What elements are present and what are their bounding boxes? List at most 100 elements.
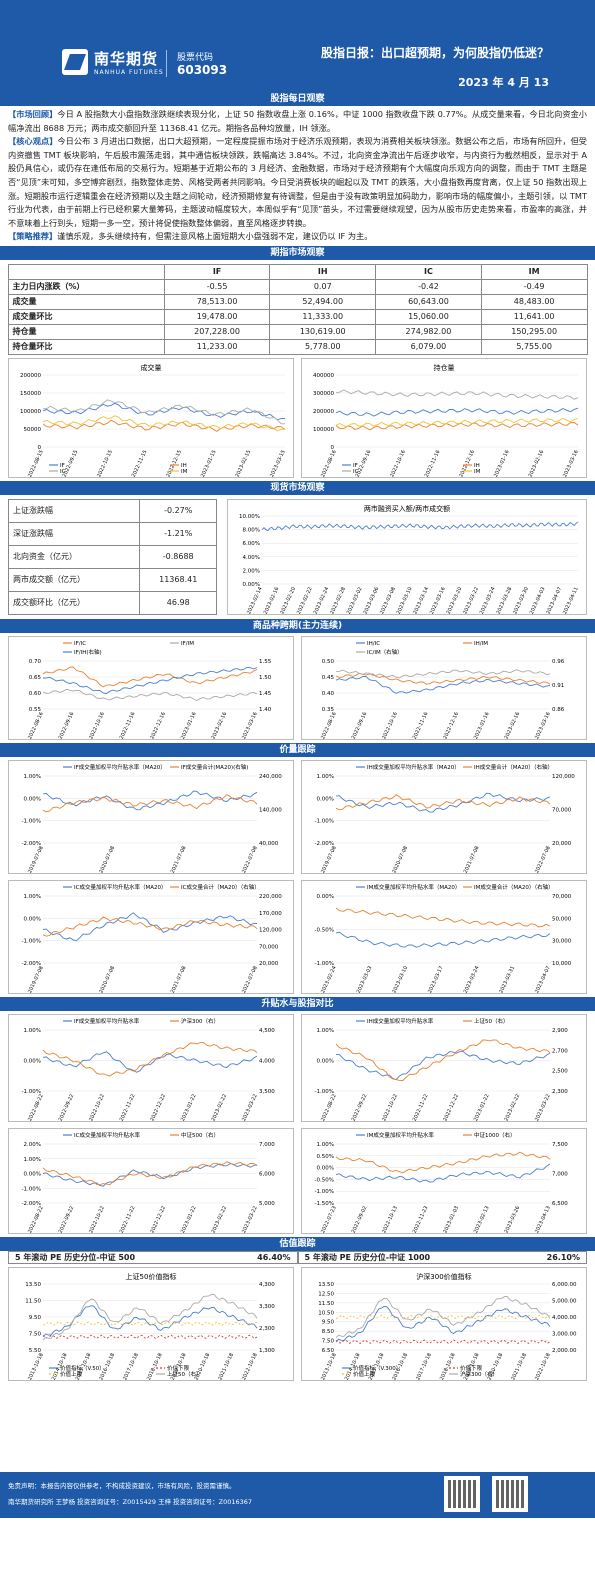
table-row: 持仓量环比 11,233.00 5,778.00 6,079.00 5,755.00: [7, 338, 588, 355]
report-title: 股指日报：出口超预期，为何股指仍低迷？: [320, 46, 549, 60]
chart-ratio-if: 0.55 0.60 0.65 0.70 1.40 1.45 1.50 1.55 2022-08-…: [8, 635, 294, 740]
series-line: [335, 675, 551, 694]
legend-label: IM成交量合计（MA20）（右轴）: [474, 883, 554, 891]
x-tick-label: 2023-02-22: [296, 586, 314, 614]
x-tick-label: 2023-03-08: [379, 586, 397, 614]
y-tick-label: 12.50: [318, 1291, 334, 1297]
analyst-info: 南华期货研究所 王梦杨 投资咨询证号：Z0015429 王梓 投资咨询证号：Z0…: [8, 1498, 253, 1506]
series-line: [335, 907, 551, 928]
x-tick-label: 2023-01-15: [200, 449, 218, 477]
y2-tick-label: 170,000: [259, 911, 282, 917]
section-volume: 价量跟踪: [0, 742, 595, 757]
y-tick-label: 1.00%: [24, 1028, 41, 1034]
x-tick-label: 2022-08-16: [320, 449, 338, 477]
table-row: 主力日内涨跌（%） -0.55 0.07 -0.42 -0.49: [7, 278, 588, 295]
y-tick-label: 0.50%: [317, 1154, 334, 1160]
y-tick-label: 11.50: [25, 1298, 41, 1304]
series-line: [335, 407, 579, 417]
legend-label: 上证50（右）: [167, 1370, 202, 1378]
y-tick-label: 8.00%: [243, 528, 260, 534]
y2-tick-label: 120,000: [259, 927, 282, 933]
y2-tick-label: 50,000: [552, 916, 572, 922]
y-tick-label: 0.00%: [317, 1166, 334, 1172]
x-tick-label: 2022-09-02: [351, 1205, 369, 1233]
y-tick-label: 0.00%: [24, 1171, 41, 1177]
market-tag: 【市场回顾】: [8, 109, 58, 119]
col-if: IF: [163, 263, 271, 280]
stock-code-label: 股票代码: [177, 53, 214, 63]
y2-tick-label: 7,500: [552, 1142, 568, 1148]
y-tick-label: 2.00%: [24, 1142, 41, 1148]
series-line: [335, 1039, 551, 1081]
y2-tick-label: 20,000: [552, 841, 572, 847]
stock-code-box: 股票代码 603093: [166, 50, 227, 77]
y2-tick-label: 240,000: [259, 774, 282, 780]
x-tick-label: 2020-07-08: [98, 845, 116, 873]
brand-mark-icon: [62, 49, 88, 75]
y2-tick-label: 70,000: [552, 807, 572, 813]
legend-label: IH: [474, 463, 480, 469]
pe-zz1000-value: 26.10%: [546, 1252, 580, 1262]
legend-label: IF: [60, 463, 65, 469]
chart-title: 两市融资买入额/两市成交额: [364, 504, 450, 513]
x-tick-label: 2023-02-14: [246, 586, 264, 614]
legend-label: IH/IC: [367, 641, 380, 647]
legend-label: IM成交量加权平均升贴水率（MA20）: [367, 883, 460, 891]
y2-tick-label: 7,000: [552, 1171, 568, 1177]
y2-tick-label: 2,000.00: [552, 1348, 577, 1354]
y-tick-label: -2.00%: [22, 841, 41, 847]
x-tick-label: 2021-07-08: [463, 845, 481, 873]
qr-code-icon: [444, 1476, 480, 1512]
x-tick-label: 2023-03-30: [512, 586, 530, 614]
y2-tick-label: 1.45: [259, 691, 272, 697]
strategy-body: 谨慎乐观，多头继续持有，但需注意风格上面短期大小盘强弱不定，建议仍以 IF 为主…: [57, 231, 373, 242]
col-ih: IH: [269, 263, 377, 280]
y-tick-label: 13.50: [318, 1282, 334, 1288]
series-line: [42, 1161, 258, 1186]
series-line: [42, 1163, 258, 1187]
y-tick-label: 400000: [313, 373, 334, 379]
x-tick-label: 2023-04-07: [545, 586, 563, 614]
qr-code-icon: [492, 1476, 528, 1512]
x-tick-label: 2023-03-16: [562, 449, 580, 477]
y-tick-label: 6.50: [322, 1348, 335, 1354]
legend-label: IH/IM: [474, 641, 488, 647]
legend-label: IF/IC: [74, 641, 86, 647]
series-line: [261, 521, 579, 532]
y2-tick-label: 1,300: [259, 1348, 275, 1354]
chart-if-vs-hs300: -1.00% 0.00% 1.00% 3,500 4,000 4,500 2022-08-2…: [8, 1013, 294, 1122]
series-line: [335, 1339, 551, 1344]
y2-tick-label: 1.55: [259, 659, 272, 665]
y-tick-label: -1.00%: [22, 939, 41, 945]
y2-tick-label: 0.86: [552, 707, 565, 713]
section-futures: 期指市场观察: [0, 245, 595, 260]
x-tick-label: 2023-02-24: [313, 586, 331, 614]
x-tick-label: 2023-03-03: [356, 965, 374, 993]
y-tick-label: 1.00%: [24, 894, 41, 900]
chart-hs300-value: 沪深300价值指标 6.50 7.50 8.50 9.50 10.50 11.50 12.50…: [301, 1266, 587, 1381]
strategy-tag: 【策略推荐】: [8, 231, 58, 242]
x-tick-label: 2023-03-22: [241, 1205, 259, 1233]
x-tick-label: 2023-01-16: [493, 449, 511, 477]
x-tick-label: 2023-03-24: [479, 586, 497, 614]
x-tick-label: 2023-01-22: [180, 1093, 198, 1121]
legend-label: IF成交量合计(MA20)(右轴): [181, 763, 248, 771]
y-tick-label: 2.00%: [243, 568, 260, 574]
y-tick-label: 200000: [313, 409, 334, 415]
y-tick-label: 5.50: [29, 1348, 42, 1354]
legend-label: 上证50（右）: [474, 1017, 509, 1025]
y-tick-label: -0.50%: [315, 927, 334, 933]
x-tick-label: 2023-03-17: [427, 965, 445, 993]
table-row: 成交量环比 19,478.00 11,333.00 15,060.00 11,641.0…: [7, 308, 588, 325]
y2-tick-label: 70,000: [552, 894, 572, 900]
y-tick-label: 9.50: [29, 1315, 42, 1321]
y2-tick-label: 6,000: [259, 1171, 275, 1177]
x-tick-label: 2022-12-22: [149, 1093, 167, 1121]
chart-im-vs-zz1000: -1.50% -1.00% -0.50% 0.00% 0.50% 1.00% 6,500 7,…: [301, 1127, 587, 1234]
y-tick-label: -1.00%: [22, 819, 41, 825]
x-tick-label: 2023-03-26: [504, 1205, 522, 1233]
series-line: [42, 790, 258, 811]
y2-tick-label: 2,300: [259, 1326, 275, 1332]
section-spread: 商品种跨期(主力连续): [0, 618, 595, 633]
x-tick-label: 2023-01-22: [473, 1093, 491, 1121]
